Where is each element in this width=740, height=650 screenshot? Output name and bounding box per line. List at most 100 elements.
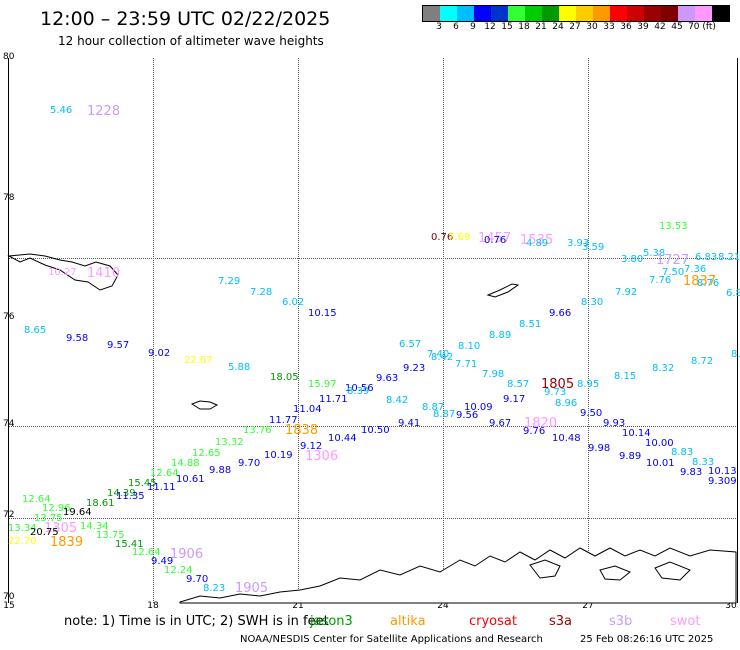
grid-line	[9, 426, 736, 427]
wave-height-label: 9.63	[376, 373, 399, 384]
y-axis-label: 78	[3, 193, 15, 203]
scale-tick-label: 24	[552, 22, 564, 32]
scale-swatch	[457, 6, 474, 21]
wave-height-label: 14.34	[80, 521, 109, 532]
wave-height-label: 9.83	[680, 467, 703, 478]
scale-swatch	[610, 6, 627, 21]
x-axis-label: 24	[437, 601, 449, 611]
scale-tick-label: 3	[436, 22, 442, 32]
wave-height-label: 9.41	[398, 418, 421, 429]
coastline-island	[486, 283, 520, 298]
wave-height-label: 13.76	[243, 425, 272, 436]
satellite-legend-item: swot	[670, 614, 701, 629]
scale-tick-label: 36	[620, 22, 632, 32]
wave-height-label: 3.93	[567, 238, 590, 249]
wave-height-label: 10.15	[308, 308, 337, 319]
wave-height-label: 9.49	[151, 556, 174, 567]
wave-height-label: 10.50	[361, 425, 390, 436]
wave-height-label: 8.87	[422, 402, 445, 413]
wave-height-label: 3.59	[582, 242, 605, 253]
scale-swatch	[440, 6, 457, 21]
scale-tick-label: 9	[470, 22, 476, 32]
coastline-island	[190, 400, 219, 410]
wave-height-label: 1839	[50, 535, 84, 550]
wave-height-label: 1906	[170, 547, 204, 562]
wave-height-label: 22.70	[8, 536, 37, 547]
scale-tick-label: 45	[671, 22, 683, 32]
y-axis-label: 70	[3, 592, 15, 602]
wave-height-label: 5.38	[643, 248, 666, 259]
wave-height-label: 9.98	[588, 443, 611, 454]
wave-height-label: 7.98	[482, 369, 505, 380]
satellite-legend-item: s3a	[549, 614, 573, 629]
scale-swatch	[644, 6, 661, 21]
wave-height-label: 9.88	[209, 465, 232, 476]
wave-height-label: 1838	[285, 423, 319, 438]
wave-height-label: 1727	[656, 253, 690, 268]
grid-line	[153, 58, 154, 603]
scale-swatch	[576, 6, 593, 21]
wave-height-label: 6.8	[726, 288, 740, 299]
scale-swatch	[661, 6, 678, 21]
credit-text: NOAA/NESDIS Center for Satellite Applica…	[240, 634, 543, 645]
wave-height-label: 8.21	[718, 252, 740, 263]
wave-height-label: 1837	[683, 274, 717, 289]
scale-tick-label: 21	[535, 22, 547, 32]
wave-height-label: 7.29	[218, 276, 241, 287]
wave-height-label: 8.57	[507, 379, 530, 390]
wave-height-label: 1410	[87, 266, 121, 281]
satellite-legend-item: altika	[390, 614, 426, 629]
coastline-island	[529, 559, 561, 579]
scale-swatch	[695, 6, 712, 21]
wave-height-label: 7.71	[455, 359, 478, 370]
x-axis-label: 27	[582, 601, 594, 611]
scale-swatch	[474, 6, 491, 21]
x-axis-label: 30	[725, 601, 737, 611]
wave-height-label: 8.23	[203, 583, 226, 594]
wave-height-label: 9.309	[708, 476, 737, 487]
wave-height-label: 9.12	[300, 441, 323, 452]
scale-tick-label: 39	[637, 22, 649, 32]
wave-height-label: 1820	[524, 416, 558, 431]
wave-height-label: 8.76	[697, 278, 720, 289]
wave-height-label: 7.76	[649, 275, 672, 286]
x-axis-label: 18	[147, 601, 159, 611]
wave-height-label: 8.39	[347, 386, 370, 397]
wave-height-label: 10.00	[645, 438, 674, 449]
scale-swatch	[559, 6, 576, 21]
wave-height-label: 9.56	[456, 410, 479, 421]
wave-height-label: 5.46	[50, 105, 73, 116]
wave-height-label: 20.75	[30, 527, 59, 538]
wave-height-label: 19.64	[63, 507, 92, 518]
wave-height-label: 8.65	[24, 325, 47, 336]
wave-height-label: 1306	[305, 449, 339, 464]
wave-height-label: 9.89	[619, 451, 642, 462]
wave-height-label: 10.14	[622, 428, 651, 439]
wave-height-label: 8.42	[386, 395, 409, 406]
wave-height-label: 9.93	[603, 418, 626, 429]
scale-tick-label: 42	[654, 22, 666, 32]
wave-height-label: 9.73	[544, 387, 567, 398]
wave-height-label: 9.57	[107, 340, 130, 351]
wave-height-label: 14.39	[107, 488, 136, 499]
wave-height-label: 9.50	[580, 408, 603, 419]
wave-height-label: 12.64	[150, 468, 179, 479]
wave-height-label: 11.77	[269, 415, 298, 426]
wave-height-label: 8.33	[692, 457, 715, 468]
y-axis-label: 72	[3, 510, 15, 520]
coastline-siberia	[179, 547, 737, 604]
scale-swatch	[508, 6, 525, 21]
wave-height-label: 15.97	[308, 379, 337, 390]
wave-height-label: 10.09	[464, 402, 493, 413]
wave-height-label: 11.04	[293, 404, 322, 415]
wave-height-label: 13.75	[96, 530, 125, 541]
wave-height-label: 18.61	[86, 498, 115, 509]
wave-height-label: 15.41	[115, 539, 144, 550]
scale-swatch	[491, 6, 508, 21]
color-scale	[422, 5, 730, 22]
wave-height-label: 12.65	[192, 448, 221, 459]
wave-height-label: 10.56	[345, 383, 374, 394]
wave-height-label: 8.30	[581, 297, 604, 308]
wave-height-label: 8.32	[652, 363, 675, 374]
scale-tick-label: 33	[603, 22, 615, 32]
